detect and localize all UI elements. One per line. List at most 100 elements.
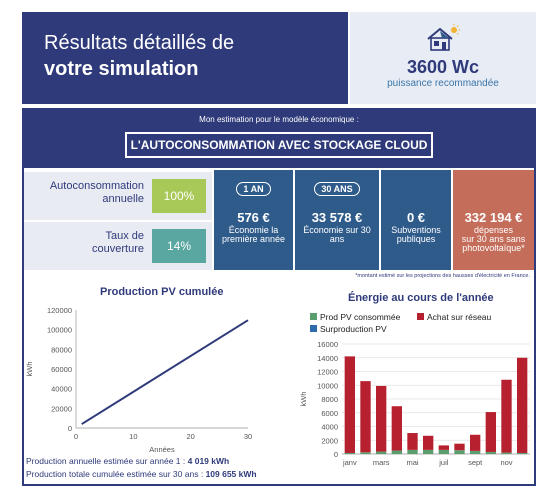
chart-title: Production PV cumulée (100, 286, 224, 298)
card-savings-30-years: 30 ANS 33 578 € Économie sur 30 ans (295, 170, 379, 270)
card-caption: Économie la première année (221, 225, 286, 244)
card-subsidies: 0 € Subventions publiques (381, 170, 451, 270)
card-badge: 1 AN (236, 182, 271, 196)
x-tick-label: 20 (186, 432, 194, 441)
y-tick-label: 14000 (317, 354, 338, 363)
x-tick-label: mars (373, 458, 390, 467)
bar-segment (501, 379, 512, 453)
monthly-energy-chart: 0 2000 4000 6000 8000 10000 12000 14000 16000 kWh… (299, 340, 530, 467)
bar-segment (469, 434, 481, 451)
x-tick-label: 30 (244, 432, 252, 441)
chart-title: Énergie au cours de l'année (348, 292, 494, 304)
y-tick-label: 6000 (321, 409, 338, 418)
y-tick-label: 0 (334, 450, 338, 459)
card-value: 0 € (406, 210, 426, 225)
model-band: Mon estimation pour le modèle économique… (24, 110, 534, 168)
y-tick-label: 12000 (317, 368, 338, 377)
y-tick-label: 60000 (51, 365, 72, 374)
model-name-box: L'AUTOCONSOMMATION AVEC STOCKAGE CLOUD (125, 132, 433, 158)
bar-segment (422, 435, 434, 450)
cumulative-production-chart: 0 20000 40000 60000 80000 100000 120000 0 10 20 30… (25, 306, 252, 454)
bar-segment (407, 433, 418, 450)
metric-coverage: Taux de couverture 14% (24, 222, 212, 270)
legend-swatch (417, 313, 424, 320)
y-axis-label: kWh (299, 392, 308, 407)
bar-segment (516, 452, 528, 454)
bar-segment (407, 449, 418, 454)
card-savings-1-year: 1 AN 576 € Économie la première année (214, 170, 293, 270)
page-title-line1: Résultats détaillés de (44, 32, 235, 54)
bar-segment (469, 450, 481, 454)
legend-item-pv-surplus: Surproduction PV (310, 324, 387, 334)
y-tick-label: 80000 (51, 345, 72, 354)
bar-segment (344, 356, 356, 453)
bar-segment (422, 449, 434, 454)
metric-label-line1: Autoconsommation (49, 180, 144, 192)
series-line (81, 319, 249, 425)
bar-segment (454, 450, 465, 454)
annual-production-summary: Production annuelle estimée sur année 1 … (26, 456, 230, 466)
card-value: 332 194 € (464, 210, 523, 225)
x-tick-label: janv (342, 458, 357, 467)
y-tick-label: 20000 (51, 404, 72, 413)
bar-segment (501, 452, 512, 454)
card-caption: dépenses sur 30 ans sans photovoltaïque* (461, 225, 526, 253)
card-caption: Économie sur 30 ans (303, 225, 371, 244)
bar-segment (375, 451, 387, 454)
x-axis-label: Années (149, 445, 175, 454)
footnote: *montant estimé sur les projections des … (355, 273, 530, 279)
metric-label-line2: annuelle (102, 193, 144, 205)
card-value: 576 € (237, 210, 270, 225)
y-tick-label: 16000 (317, 340, 338, 349)
bar-segment (391, 450, 403, 454)
y-tick-label: 0 (68, 424, 72, 433)
house-solar-icon (427, 24, 460, 51)
legend-item-pv-consumed: Prod PV consommée (310, 312, 400, 322)
x-tick-label: nov (500, 458, 512, 467)
card-expenses-without-pv: 332 194 € dépenses sur 30 ans sans photovo… (453, 170, 534, 270)
recommended-power-label: puissance recommandée (387, 78, 499, 89)
recommended-power-value: 3600 Wc (406, 57, 480, 77)
bar-segment (485, 412, 497, 452)
metric-label-line2: couverture (92, 243, 144, 255)
bar-segment (516, 357, 528, 453)
header-power-panel: 3600 Wc puissance recommandée (350, 12, 536, 104)
y-axis-label: kWh (25, 362, 34, 377)
bar-segment (375, 385, 387, 452)
bar-segment (344, 452, 356, 454)
bar-segment (485, 451, 497, 454)
y-tick-label: 100000 (47, 326, 72, 335)
card-value: 33 578 € (311, 210, 363, 225)
legend-item-grid-purchase: Achat sur réseau (417, 312, 491, 322)
y-tick-label: 40000 (51, 385, 72, 394)
bar-segment (360, 381, 371, 453)
bar-segment (360, 452, 371, 454)
bar-segment (438, 445, 450, 450)
total-production-summary: Production totale cumulée estimée sur 30… (26, 469, 257, 479)
bar-segment (391, 406, 403, 451)
header-title-panel: Résultats détaillés de votre simulation (22, 12, 348, 104)
metric-label-line1: Taux de (105, 230, 144, 242)
card-badge: 30 ANS (314, 182, 360, 196)
y-tick-label: 120000 (47, 306, 72, 315)
model-caption: Mon estimation pour le modèle économique… (199, 115, 359, 124)
y-tick-label: 10000 (317, 381, 338, 390)
legend-swatch (310, 313, 317, 320)
y-tick-label: 8000 (321, 395, 338, 404)
x-tick-label: mai (406, 458, 418, 467)
results-panel: Mon estimation pour le modèle économique… (22, 108, 536, 486)
bar-segment (438, 449, 450, 454)
x-tick-label: juil (438, 458, 449, 467)
metric-value: 14% (152, 229, 206, 263)
y-tick-label: 4000 (321, 423, 338, 432)
x-tick-label: sept (468, 458, 483, 467)
y-tick-label: 2000 (321, 436, 338, 445)
metric-value: 100% (152, 179, 206, 213)
page-title-line2: votre simulation (44, 58, 199, 80)
bar-segment (454, 443, 465, 451)
x-tick-label: 0 (74, 432, 78, 441)
card-caption: Subventions publiques (391, 225, 441, 244)
x-tick-label: 10 (129, 432, 137, 441)
legend-swatch (310, 325, 317, 332)
metric-autoconsumption: Autoconsommation annuelle 100% (24, 172, 212, 220)
